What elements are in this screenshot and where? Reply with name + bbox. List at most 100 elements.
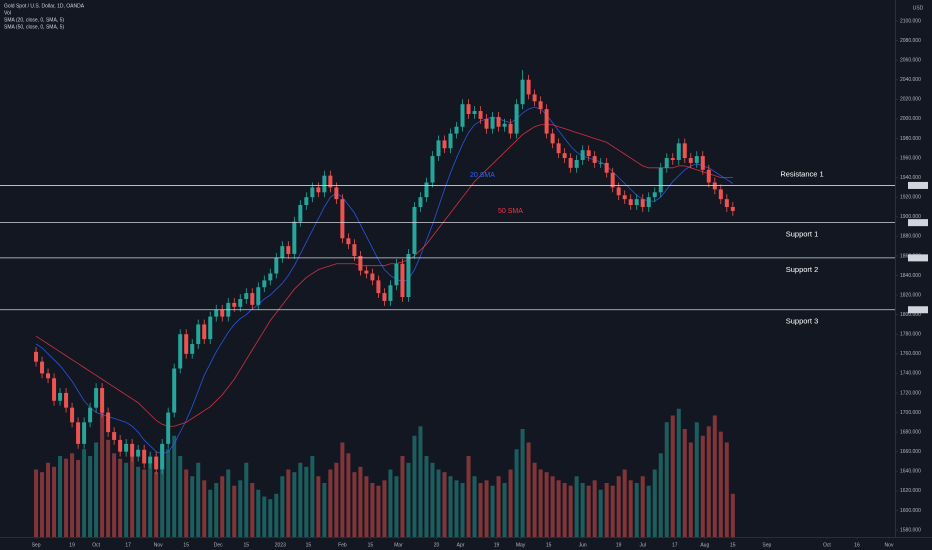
candle-body [376,280,381,294]
x-tick-label: 19 [69,542,75,548]
volume-bar [64,458,69,537]
candle-body [154,456,159,470]
volume-bar [214,483,219,537]
volume-bar [664,422,669,537]
candle-body [556,143,561,154]
volume-bar [556,480,561,537]
y-tick-label: 1640.000 [900,469,921,475]
candle-body [682,143,687,159]
x-tick-label: Dec [214,542,223,548]
candle-body [172,368,177,413]
volume-bar [442,472,447,537]
candle-body [496,116,501,127]
volume-bar [472,476,477,537]
x-tick-label: Oct [823,542,831,548]
y-tick-label: 2020.000 [900,97,921,103]
volume-bar [226,469,231,537]
volume-bar [604,483,609,537]
volume-bar [526,442,531,537]
candle-body [250,293,255,305]
y-tick-label: 1820.000 [900,292,921,298]
candle-body [640,199,645,207]
volume-bar [550,476,555,537]
candle-body [688,158,693,163]
candle-body [160,443,165,470]
candle-body [196,324,201,345]
volume-bar [484,480,489,537]
x-tick-label: Feb [338,542,347,548]
y-tick-label: 2000.000 [900,116,921,122]
candle-body [388,285,393,301]
volume-bar [154,472,159,537]
volume-bar [352,472,357,537]
volume-bar [370,483,375,537]
level-label: Support 1 [786,230,819,239]
volume-bar [670,415,675,537]
level-price-box [908,181,928,189]
candle-body [478,111,483,119]
candle-body [622,195,627,200]
candle-body [532,94,537,102]
candle-body [364,270,369,274]
volume-bar [274,493,279,537]
candle-body [280,246,285,258]
candle-body [610,172,615,188]
candle-body [148,456,153,464]
candle-body [694,156,699,163]
candle-body [538,101,543,110]
candle-body [382,293,387,301]
candle-body [106,412,111,433]
volume-bar [76,460,81,537]
volume-bar [460,483,465,537]
volume-bar [388,469,393,537]
candle-body [70,407,75,423]
x-tick-label: 15 [183,542,189,548]
volume-bar [418,426,423,537]
level-label: Support 3 [786,317,819,326]
volume-bar [358,466,363,537]
volume-bar [178,456,183,537]
candle-body [526,79,531,95]
x-tick-label: 15 [243,542,249,548]
candle-body [346,238,351,245]
candle-body [82,422,87,444]
candle-body [136,449,141,457]
volume-bar [304,466,309,537]
volume-bar [220,476,225,537]
volume-bar [586,485,591,537]
candle-body [562,153,567,159]
candle-body [310,187,315,198]
candle-body [202,324,207,340]
volume-bar [340,442,345,537]
candle-body [676,143,681,160]
y-tick-label: 1580.000 [900,527,921,533]
volume-bar [262,496,267,537]
x-tick-label: Sep [762,542,771,548]
candle-body [370,273,375,281]
candle-body [130,443,135,457]
x-tick-label: Oct [92,542,100,548]
y-tick-label: 1740.000 [900,371,921,377]
candle-body [76,422,81,444]
y-tick-label: 1760.000 [900,351,921,357]
volume-bar [70,453,75,537]
volume-bar [142,469,147,537]
volume-bar [412,435,417,537]
candle-body [298,205,303,222]
volume-bar [244,462,249,537]
y-tick-label: 1800.000 [900,312,921,318]
volume-bar [40,472,45,537]
candle-body [628,199,633,206]
candle-body [352,244,357,256]
candle-body [412,206,417,254]
candle-body [112,432,117,440]
candle-body [64,392,69,408]
candle-body [292,221,297,254]
volume-bar [676,408,681,537]
x-tick-label: 19 [616,542,622,548]
volume-bar [628,480,633,537]
volume-bar [250,483,255,537]
x-tick-label: 19 [494,542,500,548]
x-tick-label: 17 [125,542,131,548]
